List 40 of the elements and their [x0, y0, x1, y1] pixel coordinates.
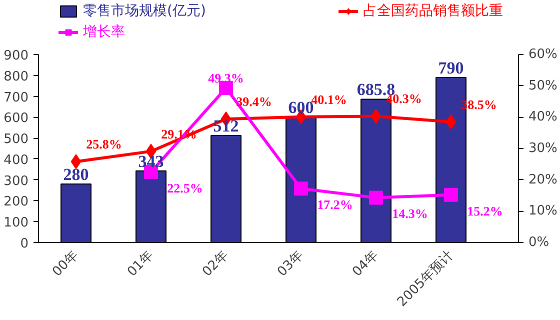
y-tick-label: 500 — [4, 132, 29, 148]
data-label: 22.5% — [167, 180, 203, 196]
point — [370, 108, 382, 124]
y2-tick-label: 0% — [528, 235, 550, 250]
y-tick-label: 100 — [4, 216, 29, 231]
data-label: 17.2% — [317, 197, 353, 212]
x-tick-label: 00年 — [50, 248, 82, 280]
y-tick-label: 200 — [4, 194, 29, 210]
data-label: 280 — [63, 165, 89, 184]
data-label: 790 — [438, 58, 464, 78]
y2-tick-label: 50% — [528, 78, 558, 94]
data-label: 25.8% — [86, 136, 122, 152]
point — [446, 114, 456, 130]
y-tick-label: 400 — [4, 152, 29, 168]
y2-tick-label: 10% — [528, 204, 558, 219]
point — [369, 190, 383, 205]
y-tick-label: 0 — [20, 236, 29, 252]
y-tick-label: 600 — [4, 111, 29, 126]
point — [294, 182, 308, 196]
point — [444, 188, 458, 202]
point — [70, 154, 82, 170]
data-label: 14.3% — [392, 206, 428, 222]
legend-label: 增长率 — [83, 23, 125, 41]
y2-tick-label: 20% — [528, 172, 558, 188]
x-tick-label: 01年 — [124, 248, 156, 280]
y2-tick-label: 40% — [528, 110, 558, 125]
data-label: 512 — [213, 116, 239, 136]
x-tick-label: 02年 — [200, 248, 232, 280]
y-tick-label: 700 — [4, 90, 29, 106]
y2-tick-label: 30% — [528, 141, 558, 156]
y-tick-label: 900 — [4, 48, 29, 64]
x-tick-label: 03年 — [274, 248, 306, 280]
y-tick-label: 800 — [4, 69, 29, 84]
x-tick-label: 04年 — [350, 248, 382, 280]
legend-label: 占全国药品销售额比重 — [363, 2, 503, 20]
data-label: 39.4% — [236, 94, 272, 110]
legend-label: 零售市场规模(亿元) — [83, 2, 206, 20]
y2-tick-label: 60% — [528, 47, 558, 62]
y-tick-label: 300 — [4, 174, 29, 189]
data-label: 15.2% — [467, 203, 503, 218]
